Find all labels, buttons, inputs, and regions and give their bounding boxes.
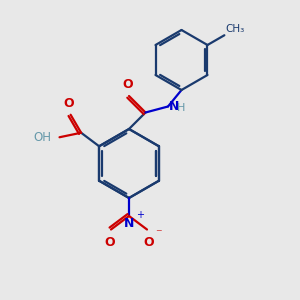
Text: O: O xyxy=(64,97,74,110)
Text: +: + xyxy=(136,209,144,220)
Text: H: H xyxy=(176,103,185,113)
Text: CH₃: CH₃ xyxy=(226,24,245,34)
Text: OH: OH xyxy=(33,131,51,144)
Text: ⁻: ⁻ xyxy=(155,227,162,241)
Text: O: O xyxy=(104,236,115,248)
Text: O: O xyxy=(123,78,134,91)
Text: O: O xyxy=(143,236,154,248)
Text: N: N xyxy=(169,100,179,113)
Text: N: N xyxy=(124,217,134,230)
